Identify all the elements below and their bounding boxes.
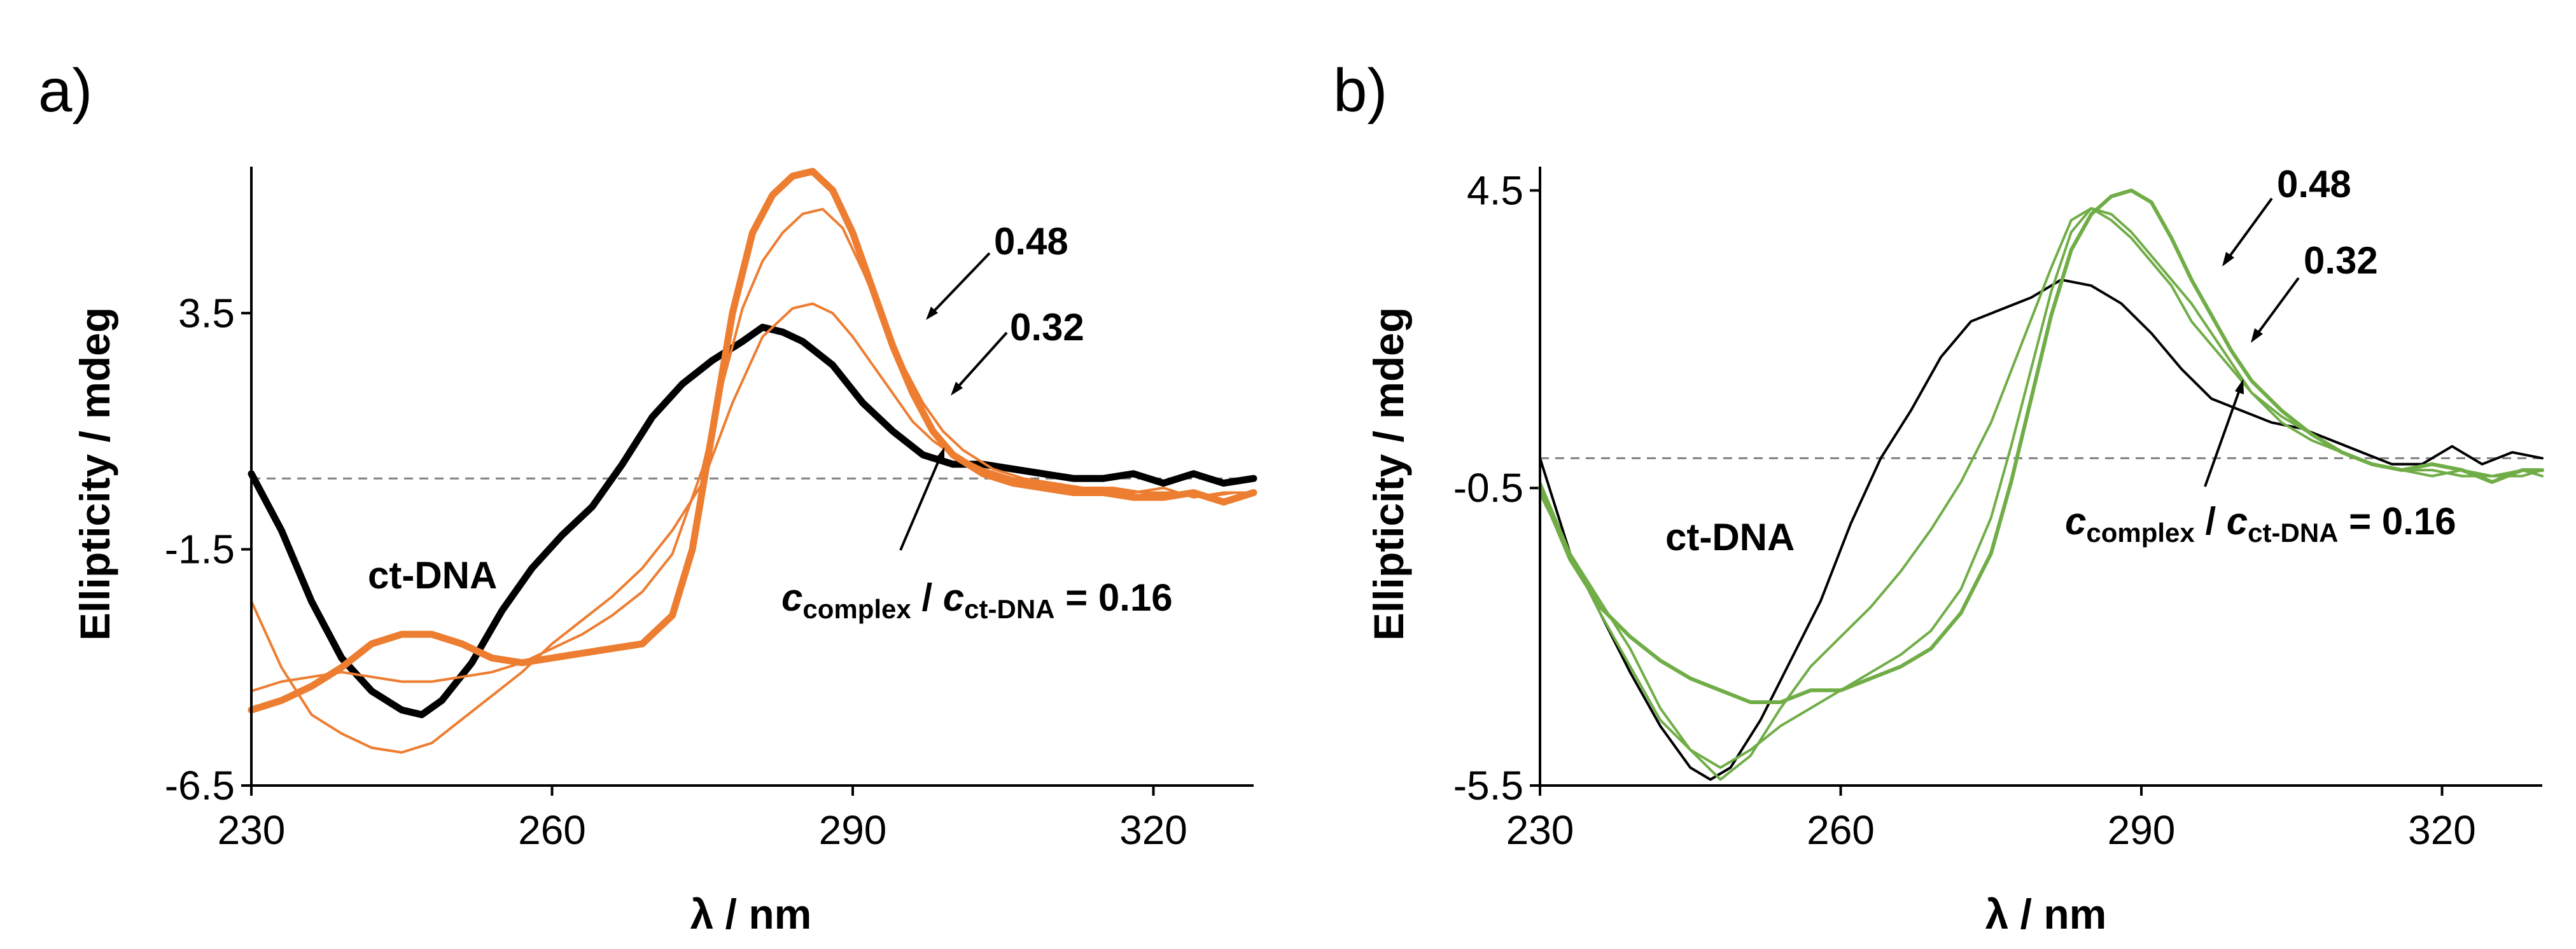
panel-a-arrow-032: [955, 331, 1008, 391]
panel-b-arrowhead-048: [2222, 252, 2234, 267]
x-tick-label: 320: [1119, 807, 1187, 853]
x-tick-label: 230: [1506, 807, 1574, 853]
panel-a-arrow-016: [899, 454, 942, 551]
panel-b-label-048: 0.48: [2277, 163, 2351, 205]
x-tick-label: 260: [518, 807, 586, 853]
x-tick-label: 230: [218, 807, 286, 853]
panel-a-chart: a) Ellipticity / mdeg λ / nm -6.5 -1.5 3.5…: [38, 57, 1257, 938]
panel-b-arrow-048: [2226, 197, 2273, 261]
y-tick-label: -6.5: [165, 763, 235, 808]
panel-b-ratio-label: ccomplex / cct-DNA = 0.16: [2065, 500, 2456, 548]
panel-b-y-axis-title: Ellipticity / mdeg: [1365, 307, 1412, 641]
panel-b-label: b): [1333, 57, 1387, 125]
panel-a-label-048: 0.48: [994, 220, 1068, 263]
panel-b-ct-dna-label: ct-DNA: [1665, 516, 1795, 558]
x-tick-label: 260: [1807, 807, 1875, 853]
y-tick-label: -5.5: [1453, 763, 1523, 808]
panel-a-label: a): [38, 57, 92, 125]
series-line-4: [248, 167, 1257, 714]
panel-b-arrow-032: [2255, 277, 2300, 337]
panel-b-y-ticks: -5.5 -0.5 4.5: [1453, 167, 1540, 808]
panel-a-series: [248, 167, 1257, 754]
panel-a-arrowhead-016: [935, 447, 944, 462]
panel-a-label-032: 0.32: [1010, 306, 1084, 349]
panel-b-chart: b) Ellipticity / mdeg λ / nm -5.5 -0.5 4.5…: [1333, 57, 2544, 938]
x-tick-label: 320: [2408, 807, 2476, 853]
panel-b-series: [1538, 188, 2544, 781]
series-line-3: [250, 207, 1255, 693]
panel-a-ratio-label: ccomplex / cct-DNA = 0.16: [781, 576, 1173, 624]
y-tick-label: 3.5: [178, 290, 235, 336]
panel-a-arrowhead-032: [951, 382, 963, 396]
panel-a-y-ticks: -6.5 -1.5 3.5: [165, 290, 251, 808]
x-tick-label: 290: [819, 807, 887, 853]
series-line-2: [1539, 207, 2544, 781]
panel-a-x-axis-title: λ / nm: [690, 890, 812, 938]
series-line-2: [250, 302, 1255, 754]
x-tick-label: 290: [2108, 807, 2176, 853]
panel-b-arrowhead-016: [2235, 379, 2244, 394]
panel-b-x-axis-title: λ / nm: [1985, 890, 2107, 938]
series-line-4: [1538, 188, 2544, 704]
panel-b-x-ticks: 230 260 290 320: [1506, 786, 2476, 853]
panel-b-arrow-016: [2204, 386, 2242, 487]
panel-a-ct-dna-label: ct-DNA: [368, 554, 497, 597]
y-tick-label: -1.5: [165, 527, 235, 572]
panel-b-arrowhead-032: [2251, 328, 2263, 343]
y-tick-label: 4.5: [1467, 167, 1523, 213]
y-tick-label: -0.5: [1453, 465, 1523, 511]
series-line-1: [1539, 278, 2544, 781]
panel-a-y-axis-title: Ellipticity / mdeg: [71, 307, 118, 641]
panel-a-arrowhead-048: [926, 307, 938, 320]
panel-b-label-032: 0.32: [2304, 239, 2378, 282]
panel-a-arrow-048: [930, 252, 991, 315]
panel-a-x-ticks: 230 260 290 320: [218, 786, 1187, 853]
series-line-1: [248, 324, 1257, 719]
